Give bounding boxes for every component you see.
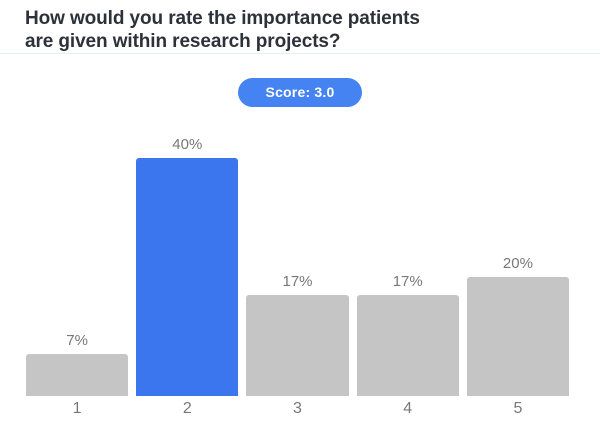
question-title: How would you rate the importance patien…	[25, 8, 420, 52]
bar-chart: 7% 40% 17% 17% 20%	[26, 134, 570, 396]
bar-2[interactable]	[136, 158, 239, 396]
bar-5[interactable]	[466, 277, 570, 396]
badge-row: Score: 3.0	[0, 78, 600, 107]
bar-column-1: 7%	[26, 332, 129, 396]
bar-4[interactable]	[356, 295, 459, 396]
bar-value-label: 7%	[66, 332, 88, 349]
bar-column-5: 20%	[466, 255, 570, 396]
x-axis-label-3: 3	[293, 400, 302, 417]
score-badge: Score: 3.0	[237, 78, 363, 107]
bar-value-label: 17%	[392, 273, 423, 290]
bar-1[interactable]	[26, 354, 129, 396]
bar-3[interactable]	[246, 295, 349, 396]
x-axis-label-4: 4	[403, 400, 413, 417]
bar-value-label: 20%	[502, 255, 533, 272]
x-axis: 1 2 3 4 5	[26, 400, 569, 418]
x-axis-label-2: 2	[182, 400, 192, 417]
bar-column-2: 40%	[136, 136, 239, 396]
bar-column-3: 17%	[246, 273, 349, 396]
bar-column-4: 17%	[356, 273, 459, 396]
x-axis-label-1: 1	[72, 400, 82, 417]
x-axis-label-5: 5	[513, 400, 523, 417]
bar-value-label: 17%	[282, 273, 313, 290]
bar-value-label: 40%	[172, 136, 203, 153]
card-header: How would you rate the importance patien…	[0, 0, 600, 54]
